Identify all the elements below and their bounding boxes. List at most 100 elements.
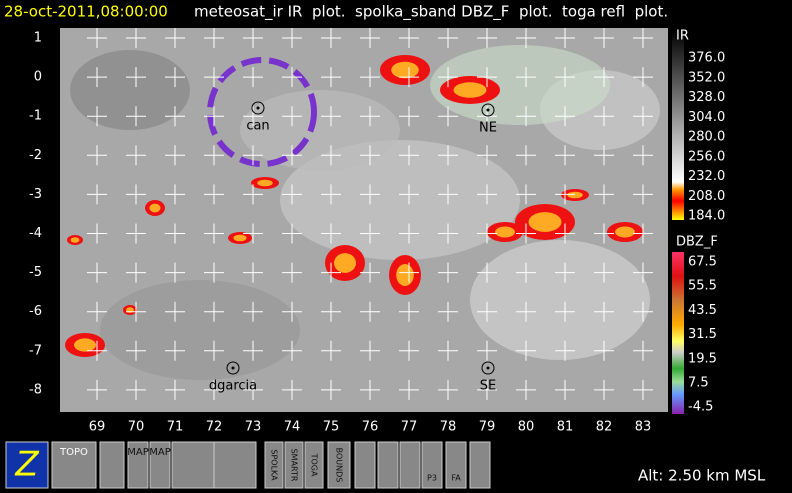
grid-cross bbox=[282, 223, 302, 244]
grid-cross bbox=[204, 223, 224, 244]
colorbar-label: 31.5 bbox=[688, 327, 717, 342]
grid-cross bbox=[165, 184, 185, 205]
grid-cross bbox=[399, 340, 419, 361]
toolbar-button[interactable] bbox=[213, 441, 257, 489]
colorbar-label: 43.5 bbox=[688, 303, 717, 318]
grid-cross bbox=[633, 340, 653, 361]
grid-cross bbox=[204, 106, 224, 127]
colorbar-label: 328.0 bbox=[688, 90, 725, 105]
grid-cross bbox=[204, 145, 224, 166]
precip-core bbox=[453, 82, 487, 98]
grid-cross bbox=[360, 145, 380, 166]
zebra-button[interactable] bbox=[5, 441, 49, 489]
button-label: BOUNDS bbox=[335, 448, 344, 483]
lat-label: -4 bbox=[29, 226, 42, 241]
colorbar-label: 304.0 bbox=[688, 110, 725, 125]
grid-cross bbox=[516, 184, 536, 205]
grid-cross bbox=[477, 301, 497, 322]
cloud bbox=[470, 240, 650, 360]
grid-cross bbox=[204, 262, 224, 283]
station-marker bbox=[251, 101, 265, 115]
colorbar-title: DBZ_F bbox=[676, 235, 718, 250]
grid-cross bbox=[516, 145, 536, 166]
toolbar-button[interactable] bbox=[284, 441, 304, 489]
precip-core bbox=[233, 234, 247, 242]
grid-cross bbox=[360, 67, 380, 88]
station-dot bbox=[231, 366, 235, 370]
grid-cross bbox=[87, 379, 107, 400]
grid-cross bbox=[243, 28, 263, 48]
grid-cross bbox=[633, 67, 653, 88]
grid-cross bbox=[87, 301, 107, 322]
lon-label: 82 bbox=[596, 420, 613, 435]
colorbar-label: 376.0 bbox=[688, 51, 725, 66]
grid-cross bbox=[438, 223, 458, 244]
precip-core bbox=[257, 179, 273, 187]
grid-cross bbox=[204, 28, 224, 48]
grid-cross bbox=[555, 106, 575, 127]
lat-label: -6 bbox=[29, 304, 42, 319]
grid-cross bbox=[399, 262, 419, 283]
grid-cross bbox=[321, 301, 341, 322]
toolbar-button[interactable] bbox=[99, 441, 125, 489]
grid-cross bbox=[282, 340, 302, 361]
grid-cross bbox=[165, 223, 185, 244]
button-label: MAP bbox=[149, 447, 171, 458]
grid-cross bbox=[516, 28, 536, 48]
toolbar-button[interactable] bbox=[127, 441, 149, 489]
toolbar-button[interactable] bbox=[264, 441, 284, 489]
grid-cross bbox=[555, 223, 575, 244]
lon-label: 71 bbox=[167, 420, 184, 435]
grid-cross bbox=[633, 301, 653, 322]
station-label: can bbox=[246, 119, 269, 134]
grid-cross bbox=[555, 379, 575, 400]
toolbar: Z TOPO MAP MAP SPOLKA SMARTR TOGA BOUNDS P3 FA bbox=[5, 441, 491, 489]
toolbar-button[interactable] bbox=[149, 441, 171, 489]
precip-core bbox=[528, 212, 562, 232]
colorbar-label: -4.5 bbox=[688, 400, 713, 415]
toolbar-button[interactable] bbox=[354, 441, 376, 489]
grid-cross bbox=[87, 67, 107, 88]
grid-cross bbox=[165, 28, 185, 48]
toolbar-button[interactable] bbox=[399, 441, 421, 489]
button-label: MAP bbox=[127, 447, 149, 458]
precip-core bbox=[149, 203, 161, 213]
lat-label: 0 bbox=[34, 70, 42, 85]
grid-cross bbox=[165, 262, 185, 283]
grid-cross bbox=[633, 223, 653, 244]
grid-cross bbox=[126, 28, 146, 48]
grid-cross bbox=[438, 301, 458, 322]
grid-cross bbox=[282, 184, 302, 205]
toolbar-button[interactable] bbox=[304, 441, 324, 489]
grid-cross bbox=[594, 340, 614, 361]
grid-cross bbox=[399, 106, 419, 127]
grid-cross bbox=[633, 379, 653, 400]
grid-cross bbox=[126, 106, 146, 127]
grid-cross bbox=[399, 301, 419, 322]
precip-core bbox=[567, 191, 583, 199]
toolbar-button[interactable] bbox=[171, 441, 215, 489]
grid-cross bbox=[321, 145, 341, 166]
grid-cross bbox=[360, 184, 380, 205]
grid-cross bbox=[477, 340, 497, 361]
grid-cross bbox=[282, 28, 302, 48]
grid-cross bbox=[516, 301, 536, 322]
grid-cross bbox=[87, 184, 107, 205]
grid-cross bbox=[594, 145, 614, 166]
grid-cross bbox=[243, 262, 263, 283]
lat-label: -7 bbox=[29, 343, 42, 358]
toolbar-button[interactable] bbox=[469, 441, 491, 489]
grid-cross bbox=[555, 184, 575, 205]
toolbar-button[interactable] bbox=[327, 441, 351, 489]
grid-cross bbox=[555, 145, 575, 166]
colorbar-label: 184.0 bbox=[688, 209, 725, 224]
toolbar-button[interactable] bbox=[445, 441, 467, 489]
grid-cross bbox=[126, 67, 146, 88]
toolbar-button[interactable] bbox=[51, 441, 97, 489]
grid-cross bbox=[477, 67, 497, 88]
toolbar-button[interactable] bbox=[377, 441, 399, 489]
grid-cross bbox=[126, 262, 146, 283]
grid-cross bbox=[594, 67, 614, 88]
toolbar-button[interactable] bbox=[421, 441, 443, 489]
grid-cross bbox=[282, 67, 302, 88]
